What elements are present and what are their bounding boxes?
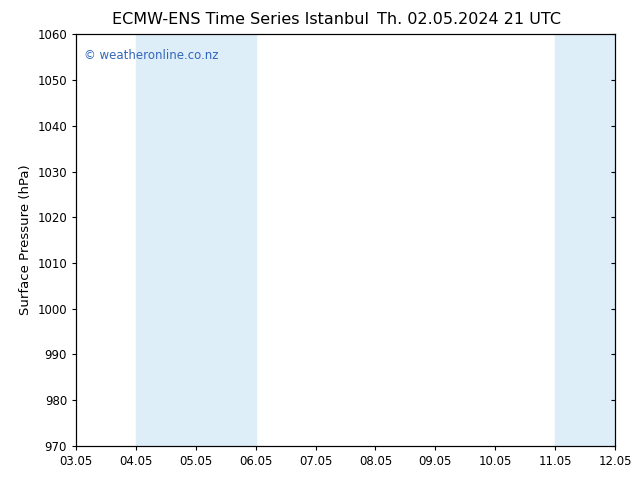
- Text: ECMW-ENS Time Series Istanbul: ECMW-ENS Time Series Istanbul: [112, 12, 370, 27]
- Y-axis label: Surface Pressure (hPa): Surface Pressure (hPa): [19, 165, 32, 316]
- Text: © weatheronline.co.nz: © weatheronline.co.nz: [84, 49, 219, 62]
- Bar: [555, 34, 634, 446]
- Text: Th. 02.05.2024 21 UTC: Th. 02.05.2024 21 UTC: [377, 12, 561, 27]
- Bar: [136, 34, 256, 446]
